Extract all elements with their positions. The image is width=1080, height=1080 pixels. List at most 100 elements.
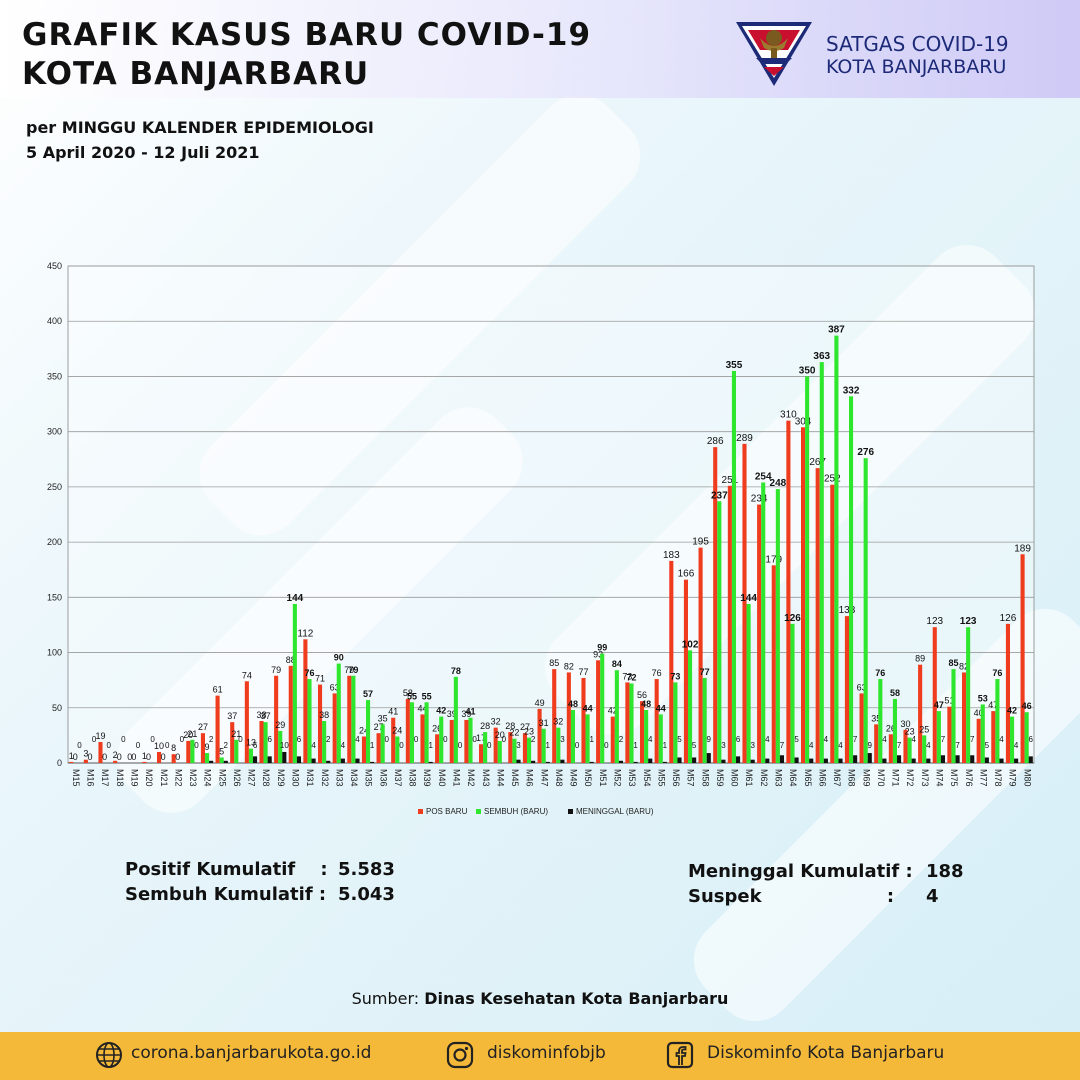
bar-pos-baru — [288, 665, 293, 763]
bar-pos-baru — [976, 718, 981, 763]
x-tick-label: M16 — [86, 769, 96, 787]
data-label: 82 — [564, 661, 574, 671]
bar-meninggal-baru — [1028, 756, 1033, 763]
source-name: Dinas Kesehatan Kota Banjarbaru — [424, 989, 729, 1008]
data-label: 0 — [102, 752, 107, 762]
date-range: 5 April 2020 - 12 Juli 2021 — [26, 143, 260, 162]
facebook-page[interactable]: Diskominfo Kota Banjarbaru — [707, 1043, 945, 1063]
data-label: 71 — [315, 674, 325, 684]
x-tick-label: M40 — [437, 769, 447, 787]
bar-meninggal-baru — [809, 758, 814, 763]
bar-pos-baru — [1005, 623, 1010, 763]
bar-pos-baru — [303, 639, 308, 763]
data-label-meninggal: 0 — [443, 735, 448, 744]
bar-pos-baru — [581, 677, 586, 763]
bar-pos-baru — [171, 754, 176, 763]
bar-meninggal-baru — [882, 758, 887, 763]
bar-sembuh-baru — [614, 670, 619, 763]
bar-meninggal-baru — [209, 760, 214, 763]
data-label-meninggal: 0 — [92, 735, 97, 744]
data-label: 183 — [663, 550, 680, 561]
data-label: 286 — [707, 436, 724, 447]
data-label: 30 — [900, 719, 910, 729]
x-tick-label: M80 — [1022, 769, 1032, 787]
bar-pos-baru — [464, 719, 469, 763]
x-tick-label: M76 — [964, 769, 974, 787]
data-label-meninggal: 1 — [370, 741, 375, 750]
data-label: 24 — [392, 725, 402, 735]
data-label: 252 — [824, 474, 841, 485]
instagram-icon — [446, 1041, 474, 1069]
data-label: 19 — [95, 731, 105, 741]
bar-meninggal-baru — [648, 758, 653, 763]
bar-sembuh-baru — [658, 714, 663, 763]
data-label-meninggal: 2 — [209, 735, 214, 744]
x-tick-label: M23 — [188, 769, 198, 787]
data-label: 0 — [117, 752, 122, 762]
data-label: 8 — [171, 743, 176, 753]
data-label: 79 — [344, 665, 354, 675]
y-tick-label: 100 — [47, 648, 62, 658]
data-label-meninggal: 6 — [297, 735, 302, 744]
x-tick-label: M74 — [934, 769, 944, 787]
x-tick-label: M68 — [847, 769, 857, 787]
bar-pos-baru — [639, 701, 645, 763]
bar-sembuh-baru — [380, 724, 385, 763]
bar-sembuh-baru — [512, 738, 517, 763]
bar-sembuh-baru — [292, 603, 297, 763]
data-label-meninggal: 6 — [267, 735, 272, 744]
meninggal-label: Meninggal Kumulatif : — [688, 861, 913, 882]
instagram-handle[interactable]: diskominfobjb — [487, 1043, 606, 1063]
data-label: 77 — [578, 667, 588, 677]
bar-meninggal-baru — [750, 759, 755, 763]
bar-pos-baru — [947, 706, 952, 763]
data-label: 126 — [784, 613, 801, 624]
data-label-meninggal: 4 — [838, 741, 843, 750]
data-label: 85 — [948, 658, 958, 668]
x-tick-label: M39 — [422, 769, 432, 787]
data-label-meninggal: 1 — [428, 741, 433, 750]
bar-sembuh-baru — [190, 739, 195, 763]
x-tick-label: M72 — [905, 769, 915, 787]
data-label-meninggal: 6 — [736, 735, 741, 744]
bar-pos-baru — [259, 721, 264, 763]
data-label: 84 — [612, 659, 622, 669]
data-label: 144 — [287, 593, 304, 604]
data-label-meninggal: 0 — [106, 741, 111, 750]
bar-meninggal-baru — [370, 761, 375, 763]
x-tick-label: M65 — [803, 769, 813, 787]
x-tick-label: M57 — [686, 769, 696, 787]
data-label-meninggal: 4 — [926, 741, 931, 750]
website-link[interactable]: corona.banjarbarukota.go.id — [131, 1043, 372, 1063]
data-label: 85 — [549, 658, 559, 668]
x-tick-label: M51 — [598, 769, 608, 787]
data-label-meninggal: 2 — [619, 735, 624, 744]
page-subtitle: per MINGGU KALENDER EPIDEMIOLOGI — [26, 118, 374, 137]
bar-sembuh-baru — [234, 739, 239, 763]
x-tick-label: M77 — [978, 769, 988, 787]
data-label-meninggal: 0 — [385, 735, 390, 744]
data-label: 2 — [113, 750, 118, 760]
data-label: 112 — [297, 628, 313, 639]
facebook-icon — [666, 1041, 694, 1069]
x-tick-label: M36 — [378, 769, 388, 787]
data-label-meninggal: 0 — [136, 741, 141, 750]
data-label: 189 — [1014, 543, 1031, 554]
bar-pos-baru — [493, 727, 498, 763]
x-tick-label: M32 — [320, 769, 330, 787]
y-tick-label: 400 — [47, 316, 62, 326]
data-label: 76 — [304, 668, 314, 678]
y-tick-label: 150 — [47, 592, 62, 602]
x-tick-label: M29 — [276, 769, 286, 787]
x-tick-label: M52 — [612, 769, 622, 787]
bar-meninggal-baru — [560, 759, 565, 763]
bar-pos-baru — [215, 695, 220, 763]
data-label: 234 — [751, 494, 768, 505]
legend-label: SEMBUH (BARU) — [484, 807, 548, 816]
bar-pos-baru — [669, 560, 674, 763]
bar-sembuh-baru — [570, 709, 576, 763]
x-tick-label: M58 — [700, 769, 710, 787]
data-label-meninggal: 1 — [589, 735, 594, 744]
data-label-meninggal: 0 — [487, 741, 492, 750]
bar-sembuh-baru — [278, 730, 283, 763]
